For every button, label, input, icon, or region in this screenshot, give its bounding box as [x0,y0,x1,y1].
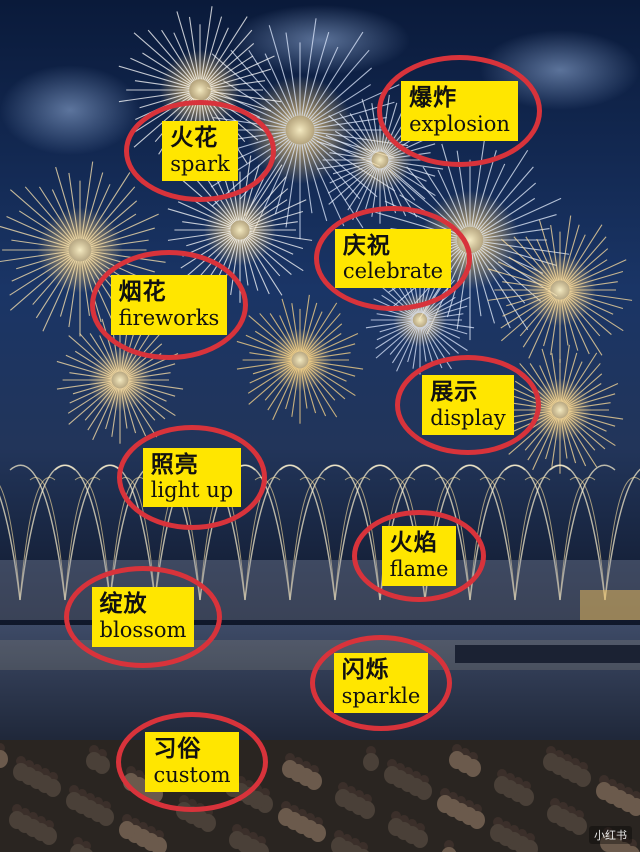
label-celebrate: 庆祝 celebrate [314,206,472,311]
label-english: sparkle [341,683,421,708]
spectator [282,753,298,778]
label-box: 庆祝 celebrate [334,228,452,289]
label-english: custom [153,762,231,787]
label-chinese: 展示 [430,379,479,406]
spectator [494,769,510,794]
spectator [596,775,612,800]
label-chinese: 庆祝 [342,232,391,259]
label-chinese: 爆炸 [409,85,458,112]
label-box: 绽放 blossom [91,587,195,647]
spectator [363,746,379,771]
label-chinese: 烟花 [118,279,167,306]
spectator [278,801,294,826]
label-spark: 火花 spark [124,100,276,202]
fountain-arc [549,464,640,601]
label-english: display [430,405,506,430]
label-english: flame [389,556,449,581]
label-blossom: 绽放 blossom [64,566,222,668]
label-box: 爆炸 explosion [401,81,518,141]
spectator [66,785,82,810]
label-box: 习俗 custom [145,732,239,792]
label-english: celebrate [342,259,444,284]
fountain-arc [504,464,616,601]
label-box: 火焰 flame [381,526,457,586]
spectator [384,759,400,784]
spectator [441,840,457,852]
spectator [547,798,563,823]
spectator [543,746,559,771]
label-english: blossom [99,617,187,642]
spectator [119,814,135,839]
spectator [13,756,29,781]
spectator [335,782,351,807]
pier [455,645,640,663]
label-box: 火花 spark [162,121,238,181]
spectator [437,788,453,813]
spectator [0,743,8,768]
crowd-on-beach [0,743,640,852]
label-light-up: 照亮 light up [117,425,267,530]
cloud [0,65,140,155]
label-box: 闪烁 sparkle [333,653,429,713]
label-english: explosion [409,111,510,136]
firework-burst [236,294,364,424]
firework-burst [56,314,184,444]
label-english: fireworks [118,305,220,330]
spectator [388,811,404,836]
label-chinese: 闪烁 [341,657,390,684]
label-box: 展示 display [422,375,514,435]
label-chinese: 火花 [170,125,219,152]
label-chinese: 绽放 [99,591,148,618]
label-sparkle: 闪烁 sparkle [310,635,452,731]
label-flame: 火焰 flame [352,510,486,602]
label-explosion: 爆炸 explosion [377,55,542,167]
spectator [331,830,347,852]
label-custom: 习俗 custom [116,712,268,812]
watermark: 小红书 [589,826,632,844]
spectator [229,824,245,849]
label-display: 展示 display [395,355,541,455]
label-box: 照亮 light up [142,447,242,508]
label-fireworks: 烟花 fireworks [90,250,248,360]
spectator [70,837,86,852]
label-chinese: 照亮 [150,451,199,478]
spectator [449,744,465,769]
label-box: 烟花 fireworks [110,275,228,335]
label-english: light up [150,478,234,503]
spectator [490,817,506,842]
label-chinese: 习俗 [153,736,202,763]
cloud [230,5,410,75]
spectator [600,827,616,852]
firework-burst [487,215,633,363]
spectator [86,745,102,770]
label-english: spark [170,151,230,176]
spectator [9,804,25,829]
label-chinese: 火焰 [389,530,438,557]
shore-lights [580,590,640,620]
